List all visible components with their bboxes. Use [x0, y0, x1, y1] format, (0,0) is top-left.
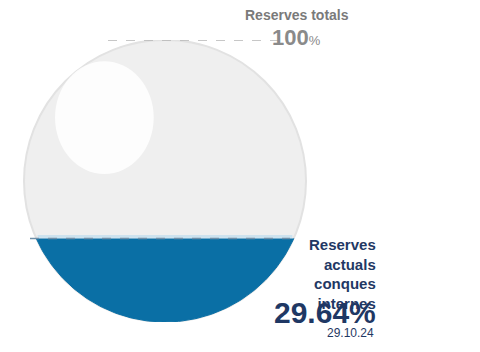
- svg-text:100%: 100%: [272, 25, 321, 50]
- svg-text:29.10.24: 29.10.24: [327, 326, 374, 340]
- svg-text:Reserves totals: Reserves totals: [245, 7, 349, 23]
- svg-text:Reservesactualsconquesinternes: Reservesactualsconquesinternes: [309, 236, 376, 312]
- svg-text:29.64%: 29.64%: [274, 296, 376, 329]
